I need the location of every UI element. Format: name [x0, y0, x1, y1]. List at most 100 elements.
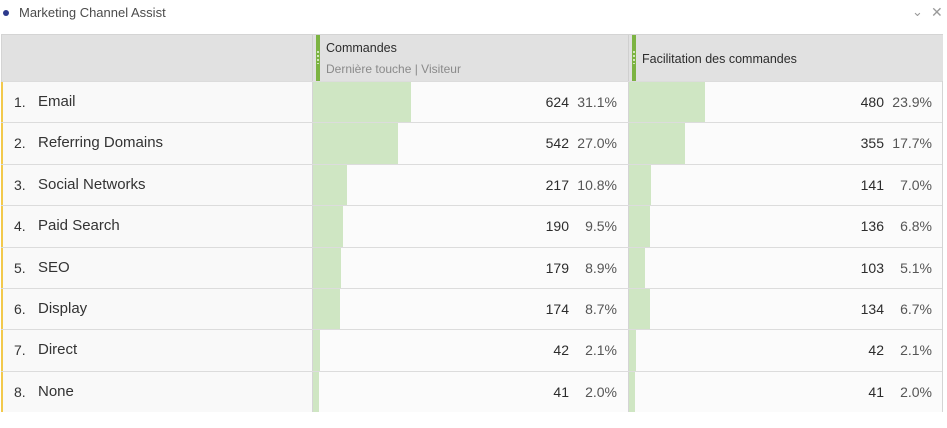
- row-rank: 7.: [14, 342, 26, 359]
- row-label[interactable]: Paid Search: [38, 217, 120, 235]
- metric-cell-commandes[interactable]: 217 10.8%: [313, 164, 629, 206]
- metric-percent: 27.0%: [577, 135, 617, 152]
- metric-cell-facilitation[interactable]: 41 2.0%: [629, 371, 942, 413]
- panel-status-dot: [3, 10, 9, 16]
- table-row[interactable]: 8. None 41 2.0% 41 2.0%: [1, 370, 942, 413]
- metric-percent: 2.0%: [900, 383, 932, 400]
- metric-cell-commandes[interactable]: 624 31.1%: [313, 82, 629, 123]
- metric-cell-commandes[interactable]: 542 27.0%: [313, 123, 629, 164]
- row-label[interactable]: Referring Domains: [38, 134, 164, 152]
- metric-percent: 2.1%: [585, 342, 617, 359]
- metric-percent: 5.1%: [900, 259, 932, 276]
- metric-value: 174: [545, 301, 569, 317]
- metric-value: 141: [860, 176, 884, 193]
- value-bar: [629, 247, 646, 288]
- metric-cell-facilitation[interactable]: 134 6.7%: [629, 289, 942, 330]
- metric-cell-commandes[interactable]: 42 2.1%: [313, 330, 629, 371]
- value-bar: [629, 82, 705, 123]
- metric-percent: 8.7%: [585, 301, 617, 317]
- metric-cell-facilitation[interactable]: 141 7.0%: [629, 164, 942, 206]
- metric-value: 217: [545, 176, 569, 193]
- table-row[interactable]: 5. SEO 179 8.9% 103 5.1%: [1, 246, 942, 289]
- row-label-cell[interactable]: 3. Social Networks: [2, 164, 313, 206]
- metric-header-commandes[interactable]: Commandes Dernière touche | Visiteur: [313, 35, 629, 81]
- row-rank: 5.: [14, 259, 26, 276]
- metric-title: Facilitation des commandes: [642, 52, 797, 66]
- value-bar: [629, 371, 636, 413]
- metric-cell-facilitation[interactable]: 136 6.8%: [629, 206, 942, 247]
- row-label[interactable]: None: [38, 382, 74, 400]
- metric-percent: 7.0%: [900, 176, 932, 193]
- table-row[interactable]: 7. Direct 42 2.1% 42 2.1%: [1, 329, 942, 372]
- metric-value: 42: [868, 342, 884, 359]
- attribution-model-label[interactable]: Dernière touche | Visiteur: [326, 62, 461, 76]
- table-row[interactable]: 6. Display 174 8.7% 134 6.7%: [1, 288, 942, 330]
- row-label-cell[interactable]: 7. Direct: [2, 330, 313, 371]
- close-icon[interactable]: ✕: [931, 4, 943, 20]
- drag-handle-icon[interactable]: [316, 35, 320, 81]
- table-row[interactable]: 2. Referring Domains 542 27.0% 355 17.7%: [1, 122, 942, 165]
- metric-cell-commandes[interactable]: 179 8.9%: [313, 247, 629, 288]
- metric-percent: 23.9%: [892, 94, 932, 110]
- metric-percent: 10.8%: [577, 176, 617, 193]
- value-bar: [313, 82, 412, 123]
- row-rank: 8.: [14, 383, 26, 400]
- table-row[interactable]: 3. Social Networks 217 10.8% 141 7.0%: [1, 163, 942, 206]
- row-label-cell[interactable]: 5. SEO: [2, 247, 313, 288]
- metric-value: 41: [868, 383, 884, 400]
- drag-handle-icon[interactable]: [632, 35, 636, 81]
- row-rank: 3.: [14, 176, 26, 193]
- row-label-cell[interactable]: 4. Paid Search: [2, 206, 313, 247]
- metric-percent: 31.1%: [577, 94, 617, 110]
- value-bar: [313, 371, 320, 413]
- row-rank: 4.: [14, 218, 26, 235]
- row-label-cell[interactable]: 6. Display: [2, 289, 313, 330]
- metric-value: 179: [545, 259, 569, 276]
- row-label[interactable]: SEO: [38, 258, 70, 276]
- metric-percent: 17.7%: [892, 135, 932, 152]
- metric-cell-facilitation[interactable]: 355 17.7%: [629, 123, 942, 164]
- row-label[interactable]: Social Networks: [38, 175, 146, 193]
- dimension-header: [2, 35, 313, 81]
- row-rank: 2.: [14, 135, 26, 152]
- metric-value: 103: [860, 259, 884, 276]
- row-rank: 6.: [14, 301, 26, 317]
- metric-value: 41: [553, 383, 569, 400]
- value-bar: [629, 123, 685, 164]
- metric-cell-commandes[interactable]: 190 9.5%: [313, 206, 629, 247]
- chevron-down-icon[interactable]: ⌄: [912, 4, 923, 19]
- metric-value: 480: [860, 94, 884, 110]
- metric-value: 542: [545, 135, 569, 152]
- metric-cell-facilitation[interactable]: 103 5.1%: [629, 247, 942, 288]
- metric-header-facilitation[interactable]: Facilitation des commandes: [629, 35, 943, 81]
- metric-cell-facilitation[interactable]: 42 2.1%: [629, 330, 942, 371]
- table-row[interactable]: 1. Email 624 31.1% 480 23.9%: [1, 81, 942, 123]
- row-label-cell[interactable]: 8. None: [2, 371, 313, 413]
- value-bar: [313, 247, 342, 288]
- panel-title: Marketing Channel Assist: [19, 5, 166, 20]
- value-bar: [629, 330, 636, 371]
- metric-percent: 9.5%: [585, 218, 617, 235]
- value-bar: [629, 164, 652, 206]
- row-label-cell[interactable]: 1. Email: [2, 82, 313, 123]
- metric-value: 624: [545, 94, 569, 110]
- metric-cell-facilitation[interactable]: 480 23.9%: [629, 82, 942, 123]
- freeform-table: Commandes Dernière touche | Visiteur Fac…: [1, 34, 943, 413]
- metric-cell-commandes[interactable]: 41 2.0%: [313, 371, 629, 413]
- metric-value: 355: [860, 135, 884, 152]
- row-label[interactable]: Display: [38, 300, 88, 317]
- metric-cell-commandes[interactable]: 174 8.7%: [313, 289, 629, 330]
- metric-value: 136: [860, 218, 884, 235]
- metric-value: 190: [545, 218, 569, 235]
- panel-header: Marketing Channel Assist ⌄ ✕: [0, 0, 947, 26]
- value-bar: [313, 330, 320, 371]
- value-bar: [313, 164, 348, 206]
- value-bar: [629, 289, 651, 330]
- row-label[interactable]: Email: [38, 93, 76, 110]
- row-label-cell[interactable]: 2. Referring Domains: [2, 123, 313, 164]
- metric-value: 42: [553, 342, 569, 359]
- metric-percent: 8.9%: [585, 259, 617, 276]
- table-row[interactable]: 4. Paid Search 190 9.5% 136 6.8%: [1, 205, 942, 247]
- metric-percent: 2.1%: [900, 342, 932, 359]
- row-label[interactable]: Direct: [38, 341, 78, 359]
